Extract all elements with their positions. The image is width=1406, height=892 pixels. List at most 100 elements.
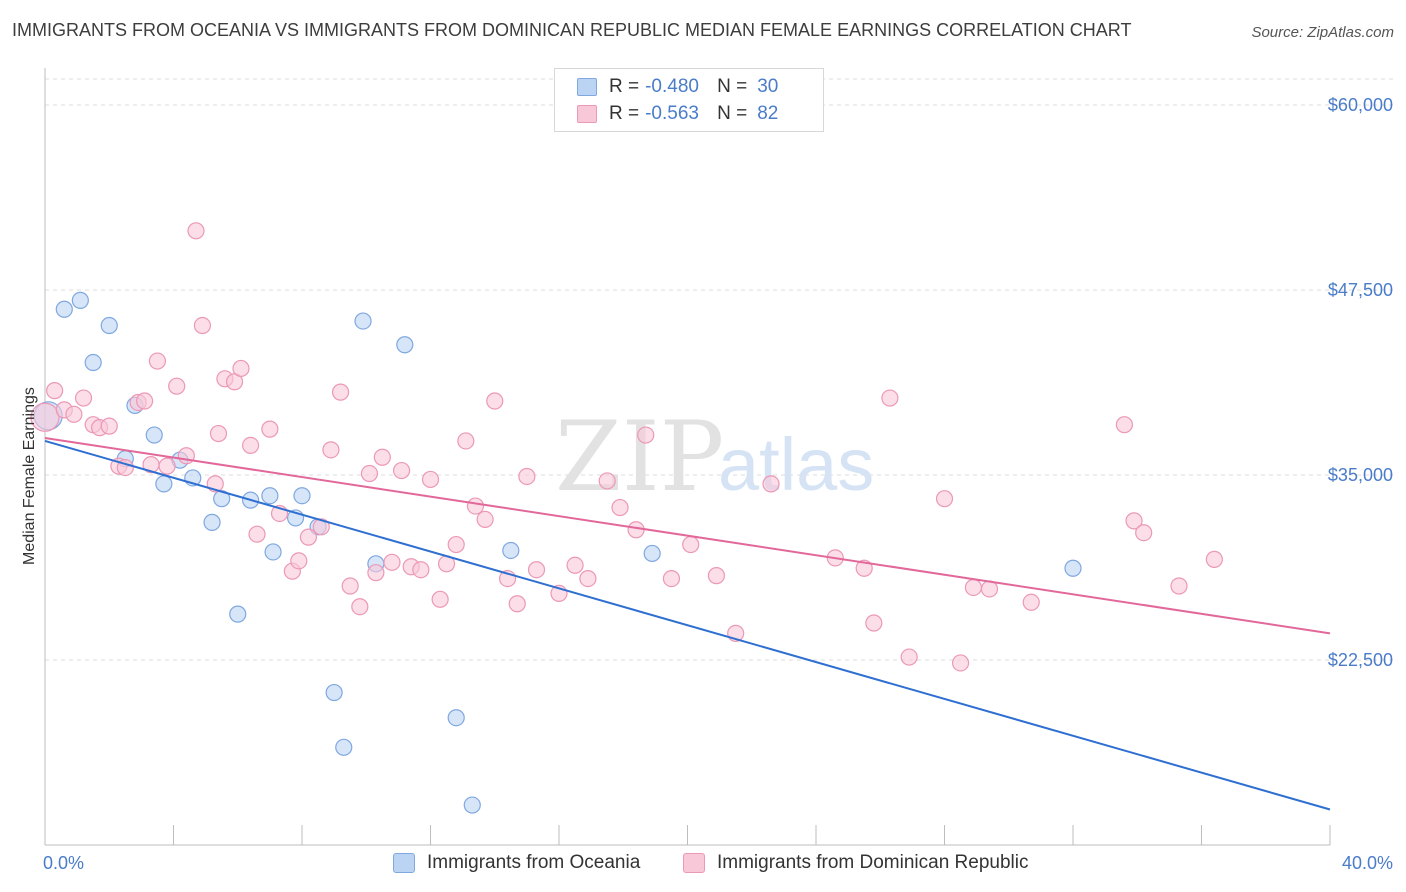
point-dominican[interactable] [331,383,350,401]
point-dominican[interactable] [900,648,918,666]
point-dominican[interactable] [1125,512,1143,530]
point-dominican[interactable] [135,392,154,410]
point-oceania[interactable] [502,541,520,560]
watermark-zip: ZIP [555,401,724,513]
point-oceania[interactable] [155,475,173,493]
legend-n-value-dominican: 82 [757,103,779,124]
point-dominican[interactable] [392,461,411,480]
point-oceania[interactable] [293,487,311,505]
watermark: ZIP atlas [555,401,874,513]
point-dominican[interactable] [299,528,318,546]
tick-labels: $22,500 $35,000 $47,500 $60,000 0.0% 40.0% [43,95,1393,873]
point-dominican[interactable] [367,564,385,582]
trend-line-oceania [44,439,1331,811]
point-dominican[interactable] [662,569,681,588]
point-dominican[interactable] [431,590,449,608]
point-dominican[interactable] [1205,550,1223,568]
point-oceania[interactable] [261,487,279,505]
point-dominican[interactable] [360,464,379,483]
point-dominican[interactable] [30,402,60,432]
point-dominican[interactable] [248,525,266,543]
bottom-legend-swatch-oceania [393,853,415,873]
point-oceania[interactable] [264,543,282,561]
point-oceania[interactable] [84,353,102,372]
bottom-legend: Immigrants from Oceania Immigrants from … [0,852,1406,876]
y-axis-label: Median Female Earnings [21,387,38,565]
point-dominican[interactable] [312,518,330,536]
point-oceania[interactable] [71,291,89,309]
trend-line-dominican [44,437,1331,635]
point-oceania[interactable] [643,544,661,563]
point-dominican[interactable] [193,316,212,335]
legend-swatch-dominican [577,105,597,123]
legend-row-dominican: R = -0.563 N = 82 [577,102,778,126]
point-oceania[interactable] [335,738,353,756]
point-dominican[interactable] [383,553,401,571]
point-dominican[interactable] [1115,416,1134,434]
point-dominican[interactable] [598,472,616,490]
point-dominican[interactable] [457,432,475,450]
point-dominican[interactable] [762,475,780,493]
point-dominican[interactable] [46,382,64,400]
point-dominican[interactable] [74,389,93,407]
point-dominican[interactable] [65,405,83,423]
point-oceania[interactable] [100,316,118,335]
point-dominican[interactable] [447,535,465,554]
point-dominican[interactable] [232,359,250,378]
point-dominican[interactable] [242,436,260,454]
point-dominican[interactable] [682,535,700,554]
point-oceania[interactable] [229,605,247,623]
point-dominican[interactable] [466,497,485,515]
point-dominican[interactable] [964,578,983,597]
point-oceania[interactable] [145,426,163,444]
point-dominican[interactable] [518,467,536,486]
point-dominican[interactable] [1135,524,1153,542]
point-dominican[interactable] [187,222,205,240]
point-oceania[interactable] [325,683,343,702]
point-dominican[interactable] [951,654,970,672]
point-dominican[interactable] [421,470,440,489]
point-dominican[interactable] [168,377,186,395]
y-tick-label-0: $22,500 [1328,650,1393,670]
point-dominican[interactable] [341,577,359,595]
point-dominican[interactable] [100,417,118,435]
point-dominican[interactable] [351,598,369,616]
point-dominican[interactable] [322,441,340,459]
point-dominican[interactable] [486,392,504,410]
point-dominican[interactable] [412,561,430,579]
point-dominican[interactable] [865,614,883,632]
point-dominican[interactable] [855,559,873,577]
point-dominican[interactable] [177,447,195,465]
point-oceania[interactable] [55,300,73,318]
point-oceania[interactable] [203,513,221,531]
point-dominican[interactable] [148,352,167,370]
point-dominican[interactable] [1022,593,1040,611]
point-dominican[interactable] [579,569,597,588]
point-dominican[interactable] [935,490,954,508]
point-dominican[interactable] [566,556,584,574]
point-dominican[interactable] [627,521,645,539]
point-dominican[interactable] [476,510,494,529]
point-dominican[interactable] [158,457,176,475]
point-dominican[interactable] [373,448,391,466]
point-dominican[interactable] [611,498,629,517]
point-oceania[interactable] [396,336,414,354]
bottom-legend-oceania[interactable]: Immigrants from Oceania [393,852,640,874]
point-dominican[interactable] [209,424,228,443]
legend-r-label: R = [609,76,640,97]
point-dominican[interactable] [637,426,655,444]
point-dominican[interactable] [508,595,526,613]
point-dominican[interactable] [707,567,726,585]
point-oceania[interactable] [463,796,481,814]
point-oceania[interactable] [1064,559,1082,577]
point-dominican[interactable] [527,561,546,579]
point-oceania[interactable] [447,709,465,727]
point-dominican[interactable] [881,389,899,407]
point-dominican[interactable] [290,552,308,570]
chart-title: IMMIGRANTS FROM OCEANIA VS IMMIGRANTS FR… [12,20,1132,40]
bottom-legend-dominican[interactable]: Immigrants from Dominican Republic [683,852,1029,874]
point-dominican[interactable] [1170,577,1188,595]
y-tick-label-3: $60,000 [1328,95,1393,115]
point-dominican[interactable] [261,420,279,438]
point-oceania[interactable] [354,312,372,330]
